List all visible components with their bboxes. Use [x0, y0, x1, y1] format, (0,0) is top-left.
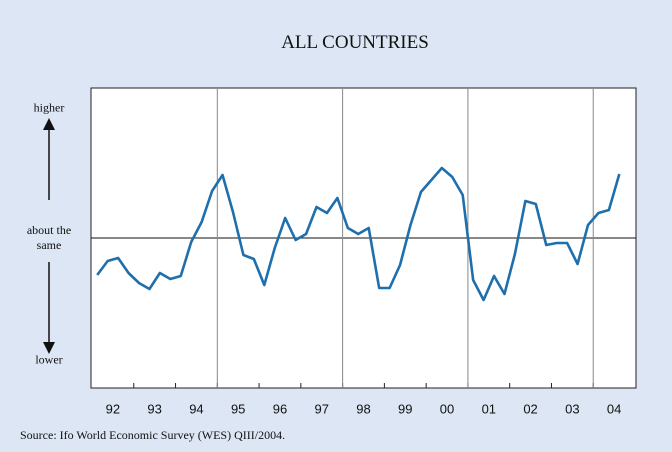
x-tick-label: 01	[482, 401, 496, 416]
x-tick-label: 92	[106, 401, 120, 416]
x-tick-label: 00	[440, 401, 454, 416]
x-tick-label: 95	[231, 401, 245, 416]
chart-title: ALL COUNTRIES	[281, 32, 429, 53]
x-tick-label: 94	[189, 401, 203, 416]
y-tick-label: higher	[33, 100, 65, 115]
x-tick-label: 93	[147, 401, 161, 416]
x-tick-label: 98	[356, 401, 370, 416]
x-tick-label: 02	[523, 401, 537, 416]
source: Source: Ifo World Economic Survey (WES) …	[20, 428, 285, 442]
x-tick-label: 04	[607, 401, 621, 416]
x-tick-label: 03	[565, 401, 579, 416]
x-tick-label: 97	[314, 401, 328, 416]
x-tick-label: 96	[273, 401, 287, 416]
x-tick-label: 99	[398, 401, 412, 416]
y-tick-label: about the same	[26, 223, 72, 252]
line-series	[96, 166, 621, 302]
y-tick-label: lower	[35, 352, 63, 367]
